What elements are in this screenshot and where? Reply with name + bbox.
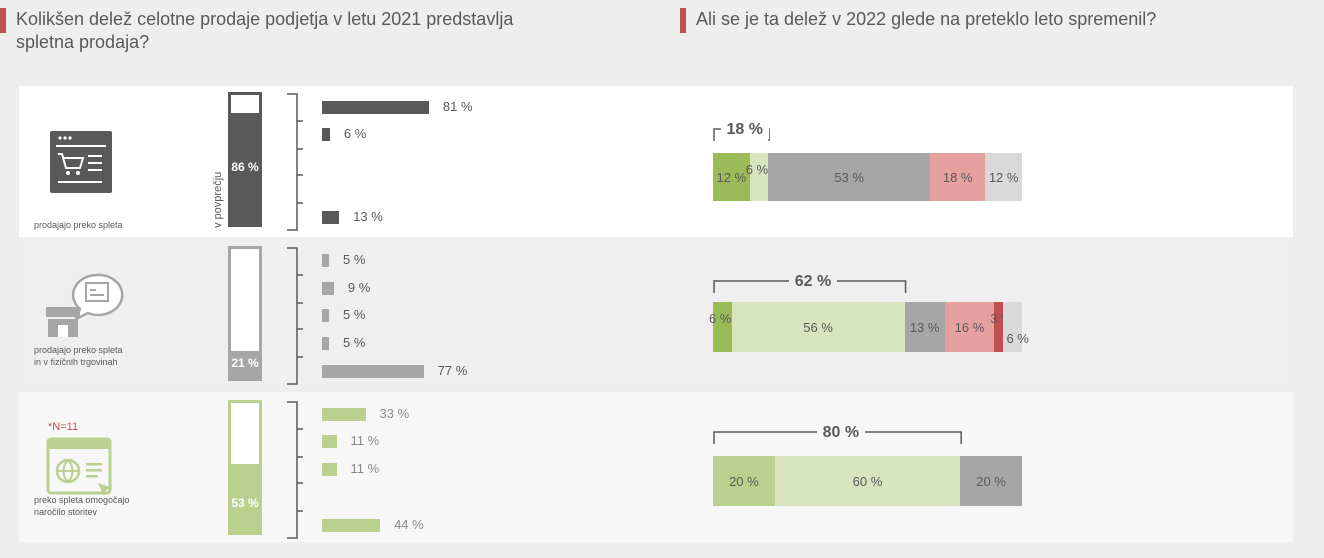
stacked-segment-label: 53 % bbox=[834, 169, 864, 185]
stacked-segment: 20 % bbox=[713, 456, 775, 506]
panel-online-and-physical bbox=[19, 239, 1293, 388]
stacked-segment-label: 12 % bbox=[988, 169, 1019, 185]
stacked-segment-label: 20 % bbox=[976, 473, 1006, 489]
distribution-bar bbox=[322, 254, 329, 267]
distribution-value-label: 81 % bbox=[442, 99, 473, 114]
stacked-segment: 6 % bbox=[746, 153, 768, 201]
distribution-bar bbox=[322, 211, 340, 224]
panel-label-line: preko spleta omogočajo bbox=[34, 495, 130, 505]
panel-online-services bbox=[19, 392, 1293, 542]
stacked-segment-label: 18 % bbox=[942, 169, 973, 185]
stacked-segment-label: 6 % bbox=[1006, 331, 1029, 346]
stacked-segment-label: 56 % bbox=[803, 319, 833, 335]
distribution-value-label: 11 % bbox=[350, 461, 380, 476]
right-question-text: Ali se je ta delež v 2022 glede na prete… bbox=[696, 9, 1157, 29]
distribution-bar bbox=[322, 337, 329, 350]
online-shop-icon bbox=[44, 128, 130, 199]
stacked-segment: 12 % bbox=[985, 153, 1022, 201]
stacked-segment-label: 13 % bbox=[909, 319, 940, 335]
stacked-segment: 16 % bbox=[944, 302, 995, 352]
distribution-bar bbox=[322, 435, 337, 448]
increase-share-label: 18 % bbox=[720, 121, 769, 139]
distribution-brace bbox=[287, 93, 303, 231]
stacked-segment: 3 % bbox=[990, 302, 1013, 352]
distribution-bar bbox=[322, 408, 366, 421]
distribution-value-label: 11 % bbox=[350, 433, 380, 448]
average-value-label: 86 % bbox=[231, 160, 259, 174]
stacked-segment-label: 6 % bbox=[709, 311, 732, 326]
distribution-value-label: 44 % bbox=[394, 517, 424, 532]
panel-label: prodajajo preko spleta bbox=[34, 219, 123, 231]
average-bar: 53 % bbox=[228, 400, 262, 535]
panel-label: prodajajo preko spleta in v fizičnih trgo… bbox=[34, 344, 123, 368]
distribution-bar bbox=[322, 463, 337, 476]
web-service-icon bbox=[44, 437, 130, 508]
distribution-value-label: 5 % bbox=[343, 307, 366, 322]
stacked-segment: 18 % bbox=[930, 153, 986, 201]
average-bar-fill bbox=[231, 351, 259, 378]
distribution-bar bbox=[322, 128, 330, 141]
stacked-segment: 6 % bbox=[709, 302, 732, 352]
increase-share-label: 80 % bbox=[816, 424, 866, 442]
distribution-value-label: 77 % bbox=[437, 363, 468, 378]
distribution-brace bbox=[287, 401, 303, 539]
left-question-heading: Kolikšen delež celotne prodaje podjetja … bbox=[0, 8, 560, 54]
panel-label-line: prodajajo preko spleta bbox=[34, 345, 123, 355]
stacked-segment-label: 60 % bbox=[852, 473, 883, 489]
sample-size-note: *N=11 bbox=[48, 421, 79, 433]
stacked-segment: 13 % bbox=[904, 302, 945, 352]
panel-label: preko spleta omogočajo naročilo storitev bbox=[34, 494, 130, 518]
average-bar-fill bbox=[231, 464, 259, 532]
average-value-label: 53 % bbox=[231, 496, 259, 510]
average-bar: 21 % bbox=[228, 246, 262, 381]
distribution-brace bbox=[287, 247, 303, 385]
increase-share-label: 62 % bbox=[788, 273, 838, 291]
distribution-value-label: 5 % bbox=[343, 252, 366, 267]
average-bar-fill bbox=[231, 113, 259, 224]
stacked-segment: 53 % bbox=[768, 153, 931, 201]
stacked-segment-label: 16 % bbox=[954, 319, 985, 335]
stacked-segment: 6 % bbox=[1003, 302, 1029, 352]
distribution-value-label: 9 % bbox=[347, 280, 371, 295]
panel-label-line: in v fizičnih trgovinah bbox=[34, 357, 118, 367]
distribution-bar bbox=[322, 282, 334, 295]
distribution-bar bbox=[322, 309, 329, 322]
panel-label-line: prodajajo preko spleta bbox=[34, 220, 123, 230]
distribution-bar bbox=[322, 101, 429, 114]
distribution-value-label: 33 % bbox=[379, 406, 410, 421]
stacked-segment-label: 20 % bbox=[729, 473, 759, 489]
distribution-value-label: 6 % bbox=[343, 126, 367, 141]
store-chat-icon bbox=[44, 273, 130, 344]
distribution-value-label: 5 % bbox=[343, 335, 366, 350]
stacked-segment-label: 12 % bbox=[716, 169, 747, 185]
stacked-segment-label: 6 % bbox=[745, 162, 769, 177]
average-side-label: v povprečju bbox=[212, 171, 224, 228]
stacked-segment: 56 % bbox=[731, 302, 905, 352]
heading-marker bbox=[0, 8, 6, 33]
panel-online-sales bbox=[19, 86, 1293, 237]
heading-marker bbox=[680, 8, 686, 33]
average-value-label: 21 % bbox=[231, 356, 259, 370]
right-question-heading: Ali se je ta delež v 2022 glede na prete… bbox=[680, 8, 1280, 33]
left-question-text: Kolikšen delež celotne prodaje podjetja … bbox=[16, 9, 514, 52]
panel-label-line: naročilo storitev bbox=[34, 507, 98, 517]
average-bar: 86 % bbox=[228, 92, 262, 227]
stacked-segment: 60 % bbox=[774, 456, 961, 506]
distribution-bar bbox=[322, 365, 424, 378]
distribution-bar bbox=[322, 519, 381, 532]
stacked-segment: 12 % bbox=[713, 153, 750, 201]
stacked-segment: 20 % bbox=[960, 456, 1022, 506]
distribution-value-label: 13 % bbox=[353, 209, 383, 224]
